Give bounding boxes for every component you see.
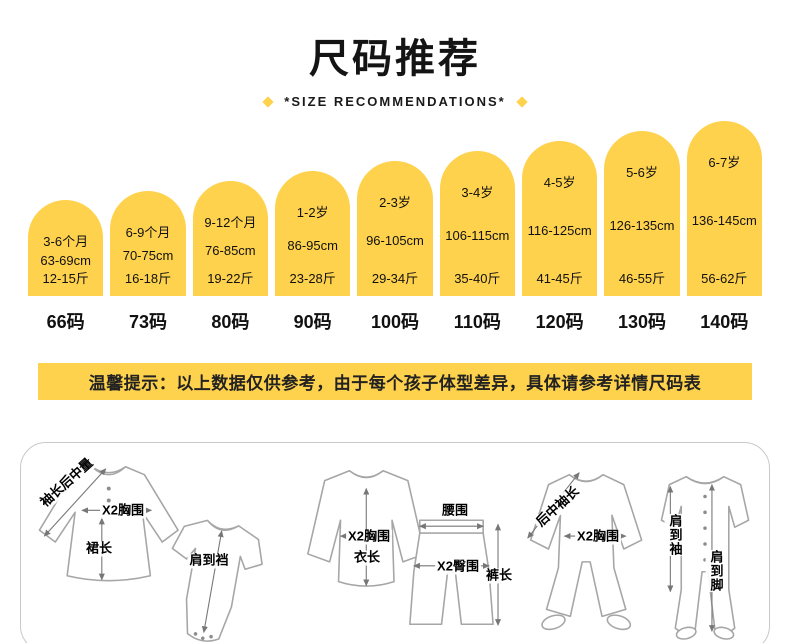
weight-label: 12-15斤 — [42, 271, 89, 287]
weight-label: 23-28斤 — [289, 271, 336, 287]
height-label: 63-69cm — [40, 252, 91, 268]
bodysuit-drawing — [171, 519, 263, 642]
size-column-arch: 4-5岁 116-125cm 41-45斤 — [521, 141, 598, 296]
size-chart: 3-6个月 63-69cm 12-15斤 66码 6-9个月 70-75cm 1… — [28, 121, 762, 334]
size-column: 5-6岁 126-135cm 46-55斤 130码 — [604, 131, 680, 334]
size-column-arch: 2-3岁 96-105cm 29-34斤 — [357, 161, 433, 296]
label-pants-hip: X2臀围 — [435, 558, 481, 575]
size-column: 9-12个月 76-85cm 19-22斤 80码 — [192, 181, 268, 334]
size-column: 2-3岁 96-105cm 29-34斤 100码 — [357, 161, 433, 334]
height-label: 96-105cm — [366, 233, 424, 249]
size-column: 1-2岁 86-95cm 23-28斤 90码 — [275, 171, 351, 334]
age-label: 4-5岁 — [543, 175, 576, 190]
subtitle-row: *SIZE RECOMMENDATIONS* — [0, 94, 790, 109]
weight-label: 41-45斤 — [536, 271, 583, 287]
label-pants-length: 裤长 — [483, 567, 515, 584]
label-romper-chest: X2胸围 — [575, 528, 621, 545]
weight-label: 19-22斤 — [207, 271, 254, 287]
size-code-label: 110码 — [453, 312, 501, 332]
size-code-label: 90码 — [293, 312, 332, 332]
page-title: 尺码推荐 — [309, 37, 481, 81]
size-column-arch: 3-6个月 63-69cm 12-15斤 — [28, 200, 104, 296]
age-label: 3-6个月 — [43, 234, 89, 249]
height-label: 106-115cm — [445, 228, 510, 244]
size-column-arch: 5-6岁 126-135cm 46-55斤 — [604, 131, 680, 296]
label-shirt-chest: X2胸围 — [346, 528, 392, 545]
label-shirt-length: 衣长 — [351, 549, 383, 566]
age-label: 2-3岁 — [379, 195, 411, 210]
label-bodysuit-shoulder-to-crotch: 肩到裆 — [187, 552, 231, 569]
measurement-diagram-box: 袖长后中量 X2胸围 裙长 肩到裆 X2胸围 衣长 腰围 X2臀围 裤长 后中袖… — [20, 442, 770, 643]
size-code-label: 140码 — [700, 312, 749, 332]
weight-label: 46-55斤 — [618, 271, 666, 287]
age-label: 3-4岁 — [461, 185, 494, 200]
size-code-label: 66码 — [46, 312, 85, 332]
notice-banner: 温馨提示：以上数据仅供参考，由于每个孩子体型差异，具体请参考详情尺码表 — [38, 363, 752, 400]
header: 尺码推荐 *SIZE RECOMMENDATIONS* — [0, 0, 790, 109]
size-column: 3-4岁 106-115cm 35-40斤 110码 — [439, 151, 515, 334]
weight-label: 29-34斤 — [371, 271, 419, 287]
romper-drawing — [529, 473, 643, 631]
page-subtitle: *SIZE RECOMMENDATIONS* — [284, 94, 506, 109]
height-label: 86-95cm — [287, 238, 338, 254]
weight-label: 56-62斤 — [701, 271, 748, 287]
garment-diagrams — [38, 465, 750, 642]
age-label: 6-7岁 — [708, 155, 741, 170]
height-label: 116-125cm — [527, 223, 592, 239]
height-label: 70-75cm — [122, 248, 174, 264]
age-label: 5-6岁 — [626, 165, 658, 180]
label-romper-shoulder-to-sleeve: 肩到袖 — [664, 514, 684, 556]
diamond-decor-right-icon — [516, 95, 528, 108]
age-label: 1-2岁 — [296, 205, 329, 220]
size-code-label: 130码 — [617, 312, 666, 332]
label-pants-waist: 腰围 — [439, 502, 471, 519]
label-romper-shoulder-to-foot: 肩到脚 — [705, 550, 725, 592]
size-column: 6-9个月 70-75cm 16-18斤 73码 — [110, 191, 186, 334]
size-column-arch: 6-9个月 70-75cm 16-18斤 — [110, 191, 186, 296]
size-column-arch: 6-7岁 136-145cm 56-62斤 — [686, 121, 762, 296]
size-column-arch: 3-4岁 106-115cm 35-40斤 — [439, 151, 515, 296]
age-label: 9-12个月 — [204, 215, 257, 230]
size-column-arch: 1-2岁 86-95cm 23-28斤 — [275, 171, 351, 296]
size-column: 3-6个月 63-69cm 12-15斤 66码 — [28, 200, 104, 334]
height-label: 126-135cm — [609, 218, 675, 234]
height-label: 136-145cm — [691, 213, 757, 229]
height-label: 76-85cm — [205, 243, 256, 259]
size-column-arch: 9-12个月 76-85cm 19-22斤 — [192, 181, 268, 296]
diamond-decor-left-icon — [262, 95, 274, 108]
size-code-label: 120码 — [535, 312, 584, 332]
label-dress-chest: X2胸围 — [100, 502, 146, 519]
weight-label: 35-40斤 — [454, 271, 501, 287]
size-code-label: 73码 — [128, 312, 168, 332]
size-column: 4-5岁 116-125cm 41-45斤 120码 — [521, 141, 598, 334]
label-dress-skirt-length: 裙长 — [83, 540, 115, 557]
size-code-label: 100码 — [370, 312, 420, 332]
age-label: 6-9个月 — [125, 225, 171, 240]
size-code-label: 80码 — [211, 312, 250, 332]
weight-label: 16-18斤 — [124, 271, 172, 287]
size-column: 6-7岁 136-145cm 56-62斤 140码 — [686, 121, 762, 334]
